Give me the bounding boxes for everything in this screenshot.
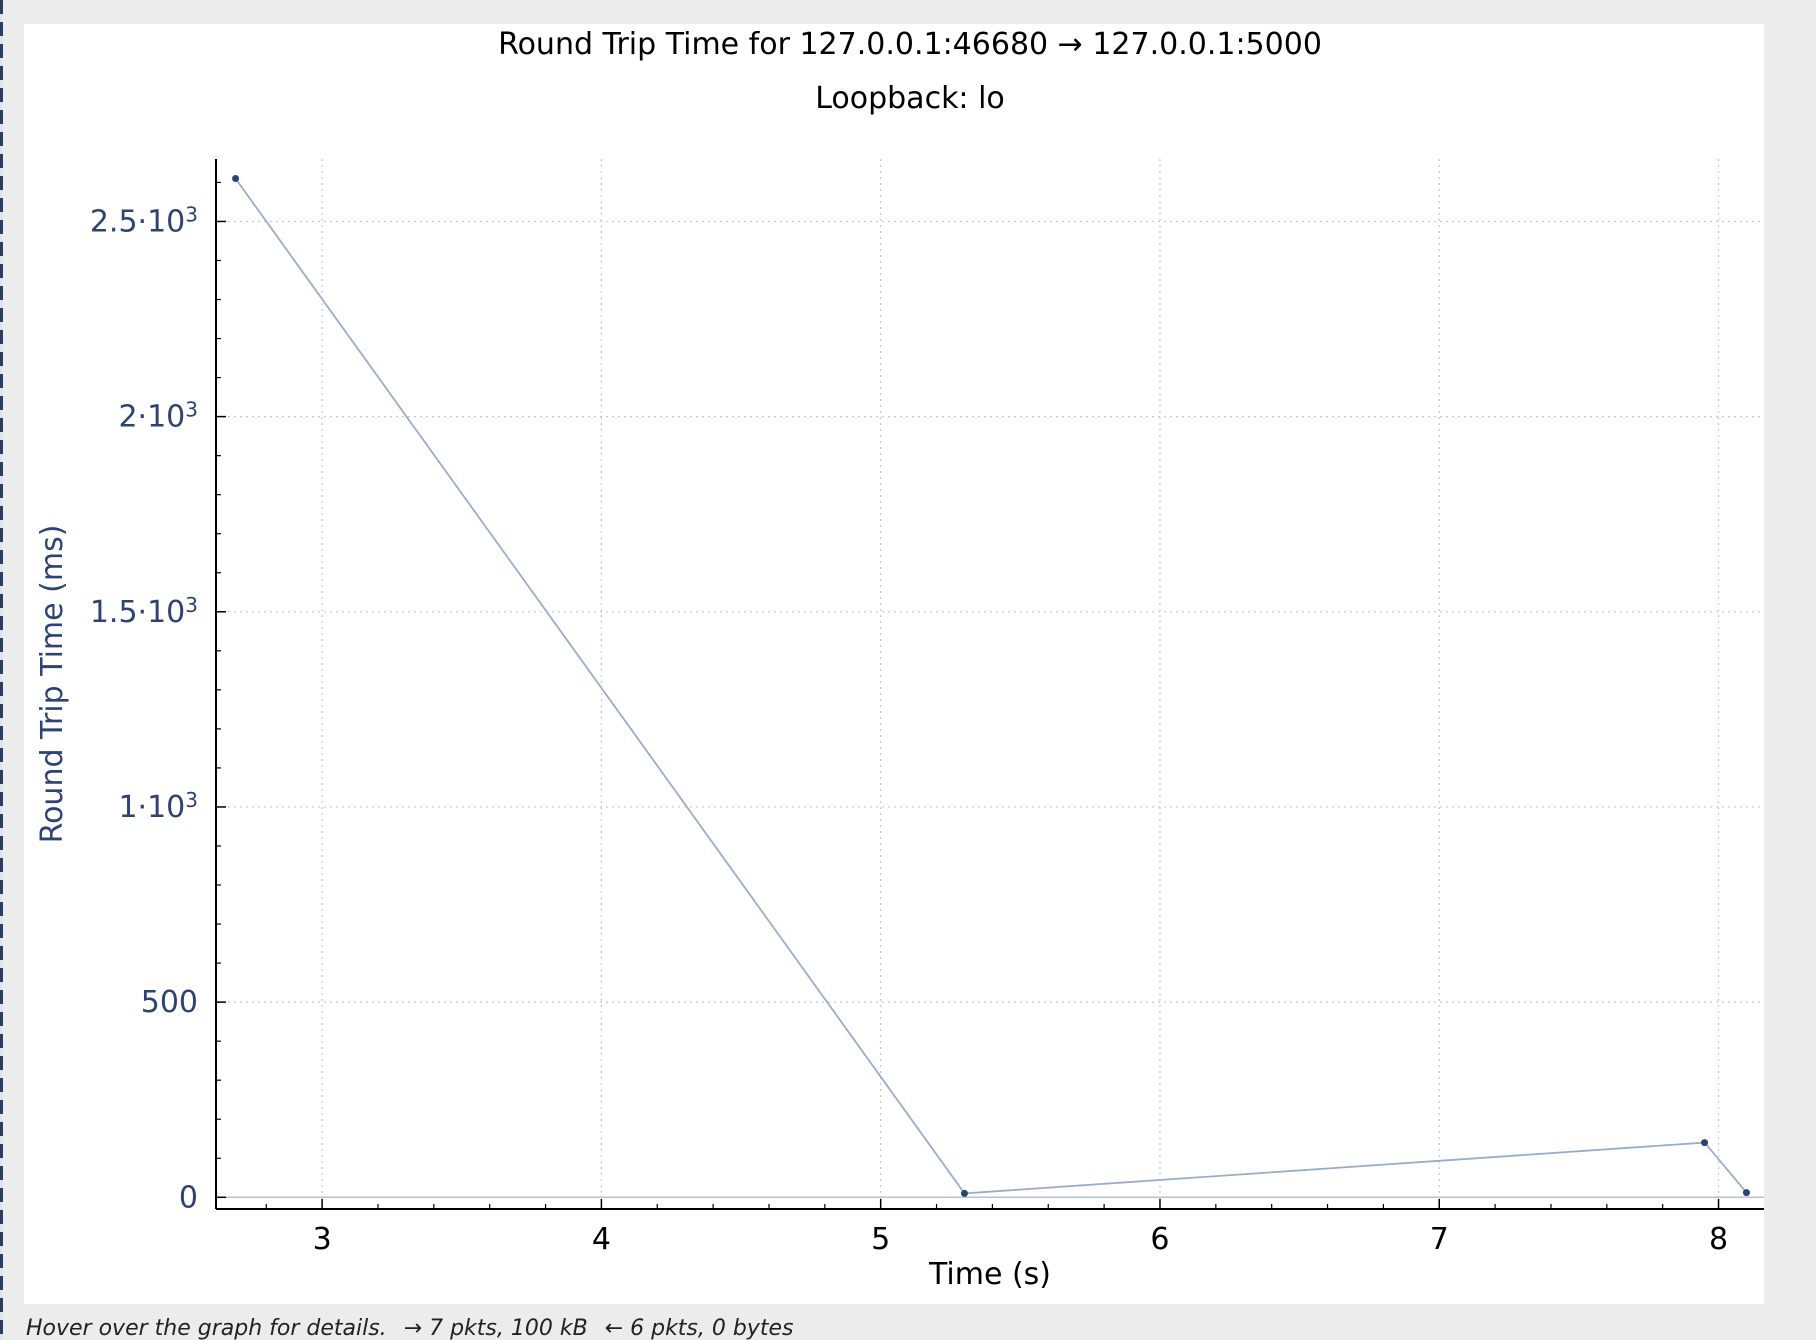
y-tick-exponent: 3 — [185, 593, 198, 617]
data-point[interactable] — [1701, 1139, 1709, 1147]
y-tick-exponent: 3 — [185, 398, 198, 422]
x-tick-label: 6 — [1150, 1222, 1169, 1257]
x-tick-label: 4 — [592, 1222, 611, 1257]
y-tick-mantissa: 500 — [141, 985, 198, 1020]
y-tick-label: 2.5·103 — [90, 202, 198, 239]
grid-layer — [216, 159, 1764, 1209]
y-axis-label: Round Trip Time (ms) — [35, 525, 70, 844]
y-tick-label: 0 — [179, 1180, 198, 1215]
y-tick-label: 1.5·103 — [90, 593, 198, 630]
chart-subtitle: Loopback: lo — [815, 81, 1005, 116]
y-tick-exponent: 3 — [185, 202, 198, 226]
x-tick-label: 8 — [1709, 1222, 1728, 1257]
x-tick-label: 5 — [871, 1222, 890, 1257]
y-tick-mantissa: 1·10 — [118, 790, 185, 825]
window-left-edge — [0, 0, 3, 1340]
data-point[interactable] — [232, 175, 240, 183]
chart-title: Round Trip Time for 127.0.0.1:46680 → 12… — [498, 27, 1322, 62]
y-tick-mantissa: 0 — [179, 1180, 198, 1215]
y-tick-mantissa: 2·10 — [118, 400, 185, 435]
x-tick-label: 3 — [313, 1222, 332, 1257]
y-tick-mantissa: 1.5·10 — [90, 595, 185, 630]
y-tick-label: 500 — [141, 985, 198, 1020]
plot-panel[interactable]: 3 4 5 6 7 8 0 500 1·103 1.5·103 2·103 2.5·103 Round… — [24, 24, 1764, 1304]
series-layer[interactable] — [232, 175, 1750, 1197]
data-point[interactable] — [1742, 1189, 1750, 1197]
status-reverse: ← 6 pkts, 0 bytes — [604, 1318, 794, 1340]
y-tick-label: 1·103 — [118, 788, 198, 825]
status-bar: Hover over the graph for details. → 7 pk… — [26, 1318, 1786, 1340]
y-tick-label: 2·103 — [118, 398, 198, 435]
series-line[interactable] — [234, 177, 1748, 1195]
x-axis-label: Time (s) — [928, 1257, 1051, 1292]
x-tick-label: 7 — [1430, 1222, 1449, 1257]
status-forward: → 7 pkts, 100 kB — [403, 1318, 588, 1340]
status-hint: Hover over the graph for details. — [26, 1318, 387, 1340]
y-tick-exponent: 3 — [185, 788, 198, 812]
y-tick-mantissa: 2.5·10 — [90, 204, 185, 239]
data-point[interactable] — [960, 1189, 968, 1197]
